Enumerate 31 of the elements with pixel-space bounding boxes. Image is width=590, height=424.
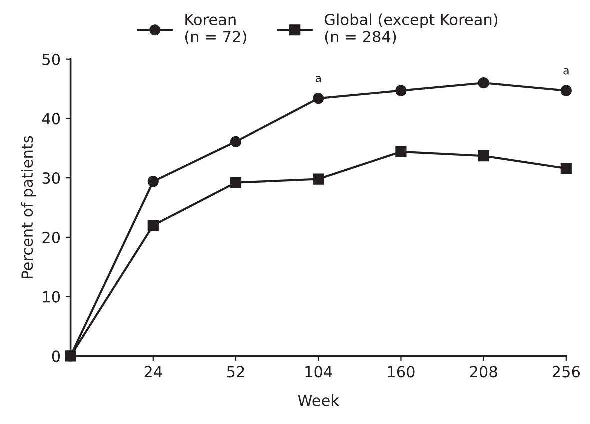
point bbox=[313, 174, 324, 185]
legend-label: Global (except Korean) (n = 284) bbox=[324, 14, 498, 44]
annotation: a bbox=[564, 68, 569, 75]
point bbox=[396, 85, 407, 96]
y-tick-label: 40 bbox=[42, 113, 60, 125]
y-tick-label: 20 bbox=[42, 232, 60, 244]
x-tick-label: 52 bbox=[227, 366, 244, 378]
y-tick-label: 30 bbox=[42, 172, 60, 184]
x-tick-label: 104 bbox=[306, 366, 332, 378]
x-tick-label: 256 bbox=[552, 366, 580, 378]
point bbox=[560, 163, 572, 174]
point bbox=[148, 176, 159, 188]
x-tick-label: 160 bbox=[388, 366, 415, 378]
point bbox=[560, 85, 572, 96]
annotation: a bbox=[316, 76, 321, 82]
y-axis-title: Percent of patients bbox=[21, 136, 36, 278]
y-tick-label: 0 bbox=[52, 350, 60, 362]
x-axis-title: Week bbox=[298, 394, 340, 406]
point bbox=[313, 92, 324, 104]
y-tick-label: 10 bbox=[43, 291, 60, 303]
point bbox=[478, 78, 490, 89]
point bbox=[148, 220, 159, 232]
x-tick-label: 208 bbox=[470, 366, 498, 378]
x-tick-label: 24 bbox=[144, 366, 162, 378]
point bbox=[396, 146, 407, 158]
y-tick-label: 50 bbox=[42, 54, 60, 66]
point bbox=[65, 350, 76, 362]
point bbox=[230, 177, 242, 188]
point bbox=[230, 136, 242, 148]
legend-label: Korean (n = 72) bbox=[185, 14, 246, 44]
point bbox=[478, 150, 490, 162]
